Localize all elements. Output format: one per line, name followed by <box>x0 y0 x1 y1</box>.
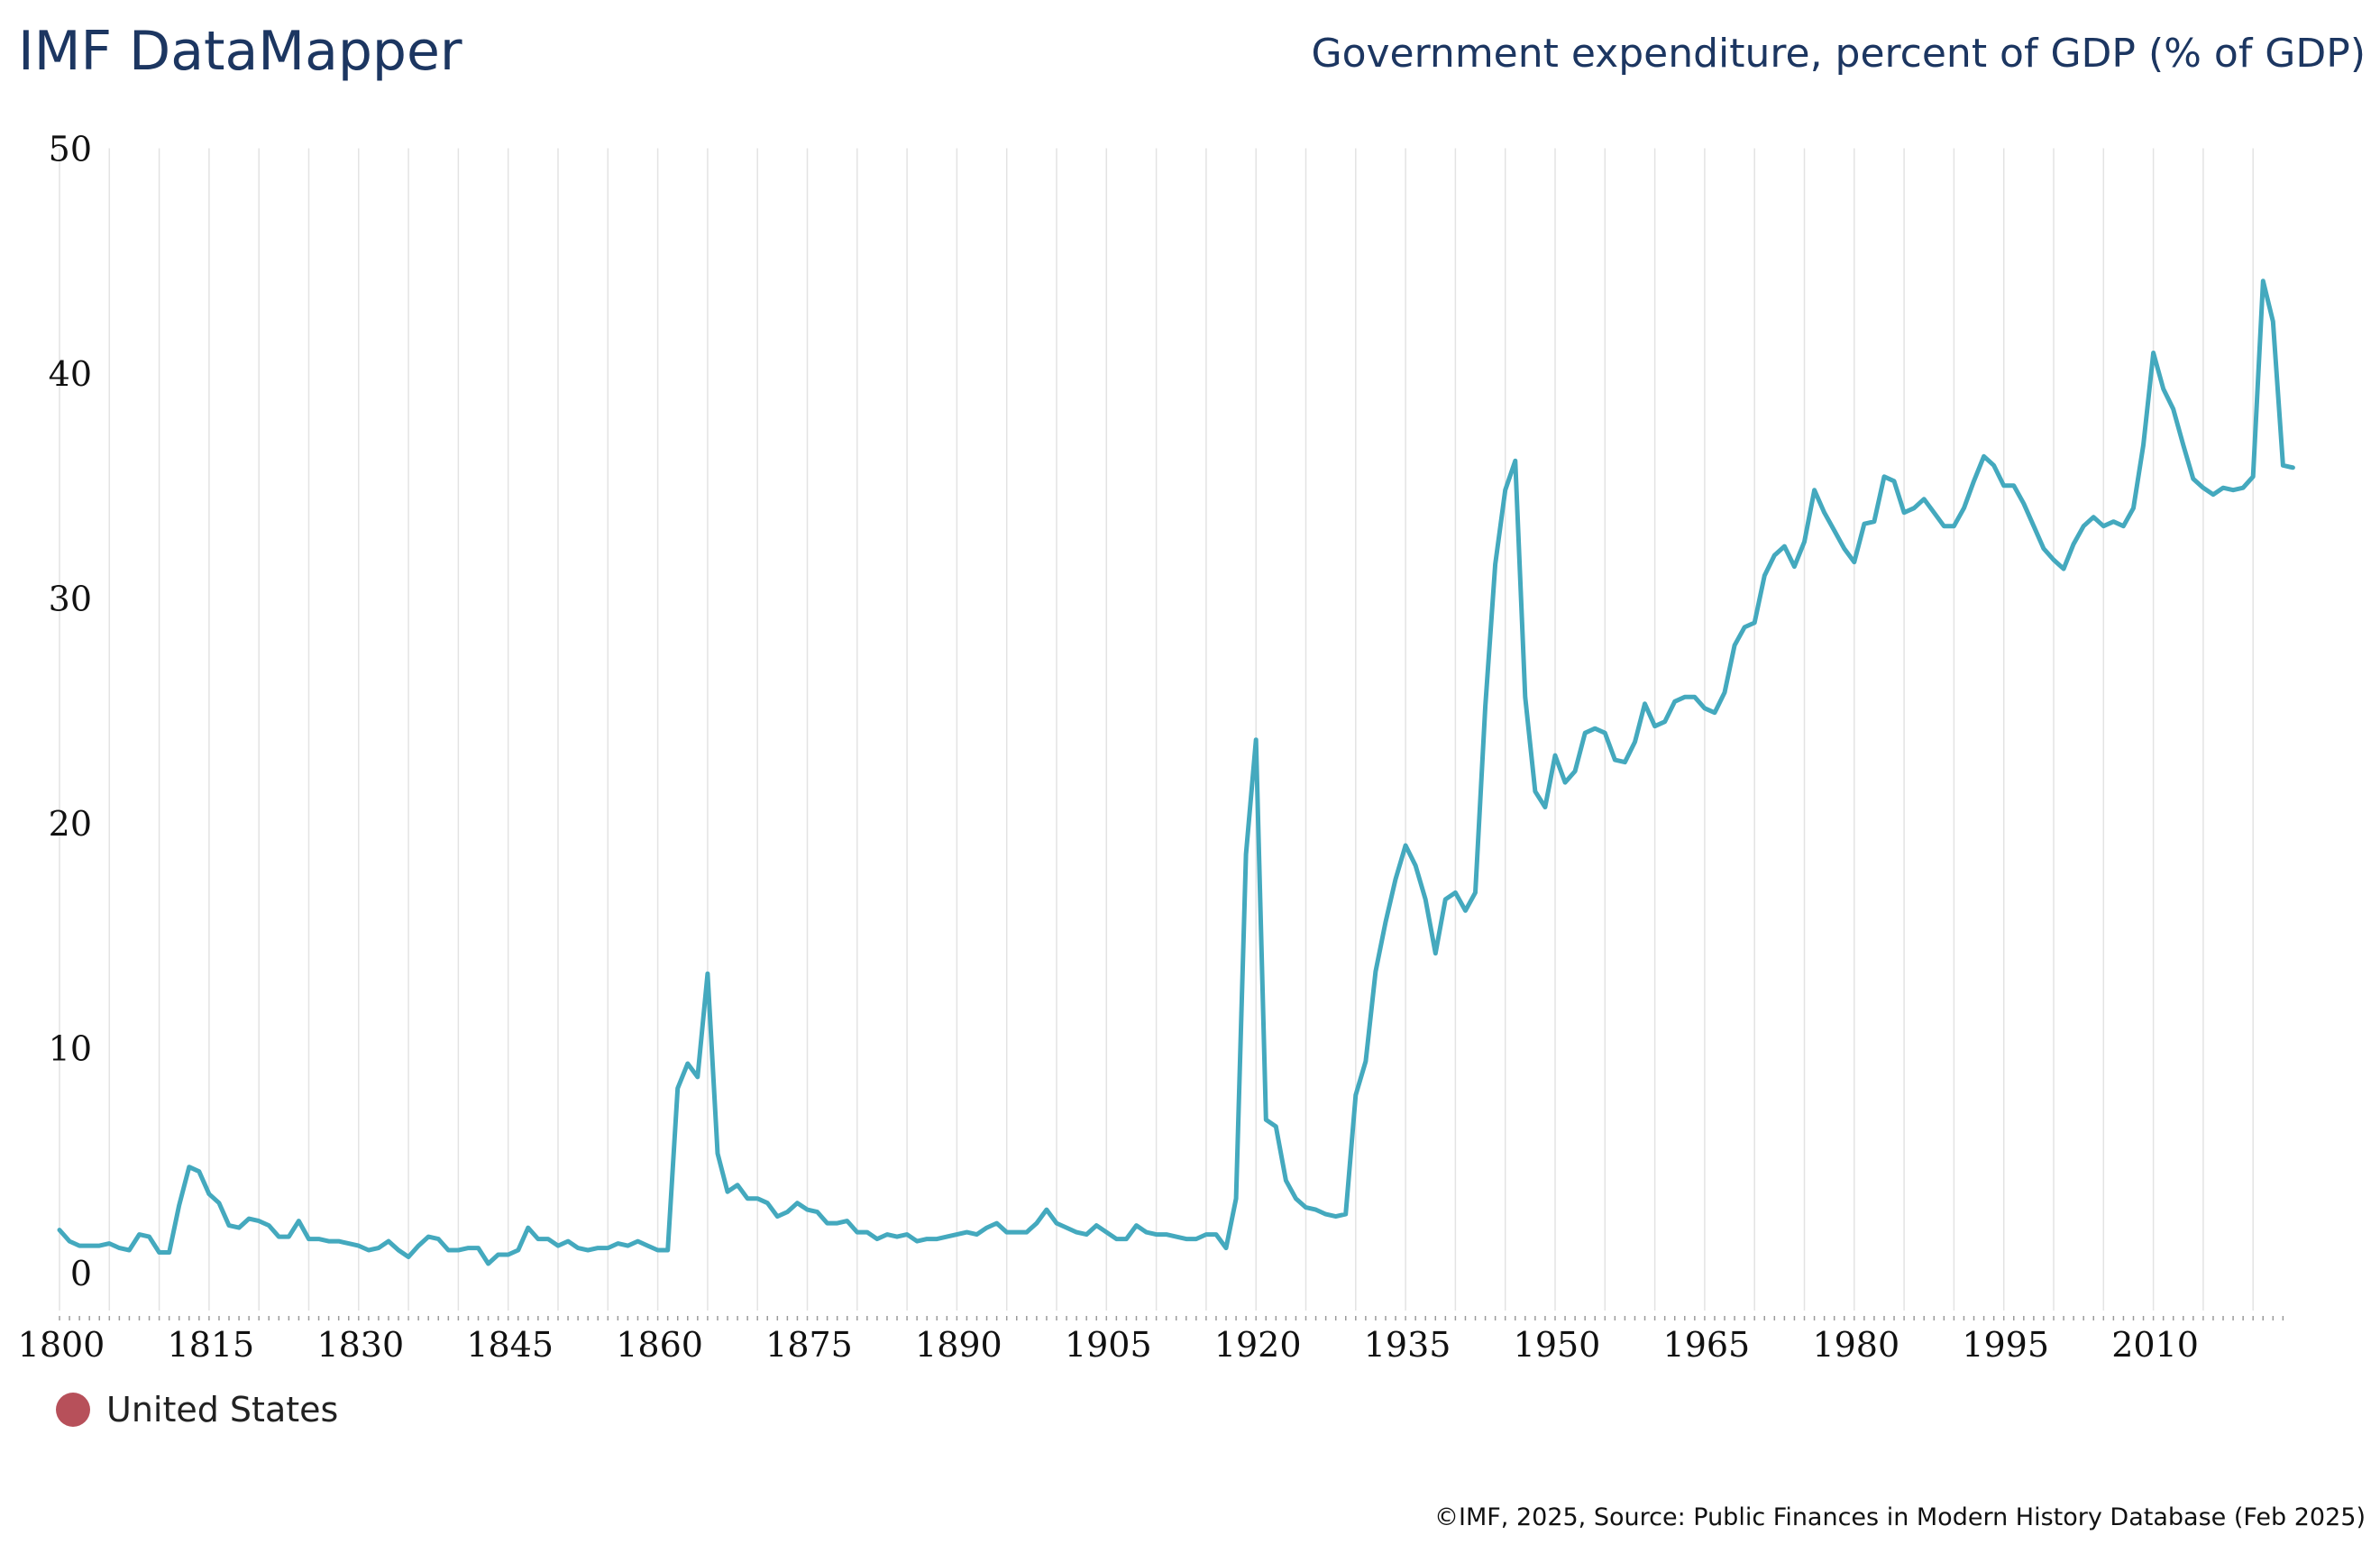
legend-dot <box>56 1393 90 1427</box>
x-tick-label: 1890 <box>915 1325 1002 1365</box>
x-tick-label: 1950 <box>1514 1325 1601 1365</box>
x-tick-label: 1830 <box>316 1325 404 1365</box>
x-tick-label: 1935 <box>1364 1325 1451 1365</box>
legend-label: United States <box>106 1390 339 1430</box>
x-tick-label: 1860 <box>616 1325 703 1365</box>
x-tick-label: 1965 <box>1663 1325 1751 1365</box>
x-tick-label: 1815 <box>168 1325 255 1365</box>
x-tick-label: 1845 <box>466 1325 554 1365</box>
x-tick-label: 1920 <box>1214 1325 1302 1365</box>
y-tick-label: 50 <box>49 130 92 169</box>
y-tick-label: 20 <box>49 804 92 844</box>
line-chart: 0 10 20 30 40 50 1800 1815 1830 1845 1860 1875 1890 1… <box>18 130 2295 1365</box>
x-tick-label: 1995 <box>1962 1325 2049 1365</box>
x-tick-label: 1800 <box>18 1325 105 1365</box>
x-tick-label: 1905 <box>1065 1325 1152 1365</box>
series-line <box>57 279 2295 1266</box>
y-tick-label: 40 <box>49 354 92 394</box>
y-tick-label: 0 <box>70 1254 92 1293</box>
x-tick-label: 1875 <box>765 1325 853 1365</box>
source-footer: ©IMF, 2025, Source: Public Finances in M… <box>1434 1503 2366 1531</box>
x-tick-label: 2010 <box>2111 1325 2199 1365</box>
brand-title: IMF DataMapper <box>18 20 462 83</box>
legend[interactable]: United States <box>56 1390 338 1430</box>
y-tick-label: 30 <box>49 580 92 619</box>
chart-title: Government expenditure, percent of GDP (… <box>1311 31 2366 77</box>
x-tick-label: 1980 <box>1812 1325 1899 1365</box>
y-tick-label: 10 <box>49 1029 92 1069</box>
